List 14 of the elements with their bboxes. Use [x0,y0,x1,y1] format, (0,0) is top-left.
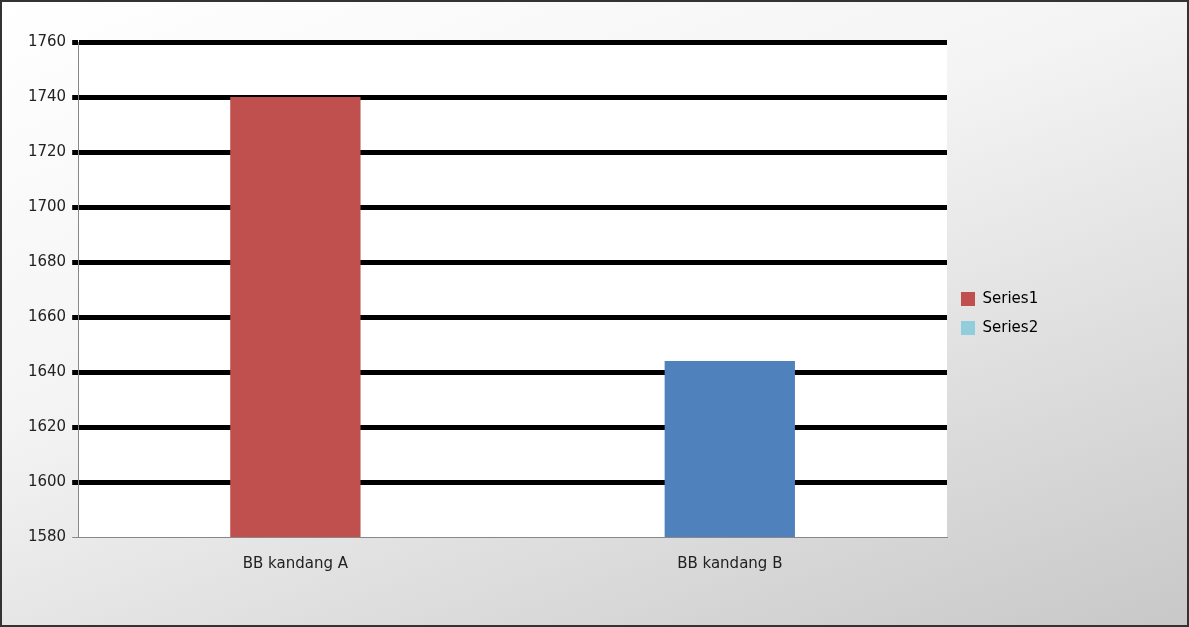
y-tick-label: 1660 [27,306,67,325]
x-tick-label: BB kandang A [242,553,349,572]
y-tick-label: 1680 [27,251,67,270]
y-tick-label: 1700 [27,196,67,215]
y-tick-label: 1760 [27,31,67,50]
x-tick-label: BB kandang B [677,553,783,572]
legend-label: Series1 [982,288,1039,307]
y-tick-label: 1740 [27,86,67,105]
y-tick-label: 1640 [27,361,67,380]
y-tick-label: 1720 [27,141,67,160]
y-tick-label: 1620 [27,416,67,435]
y-tick-label: 1600 [27,471,67,490]
legend-label: Series2 [982,317,1039,336]
y-tick-label: 1580 [27,526,67,545]
